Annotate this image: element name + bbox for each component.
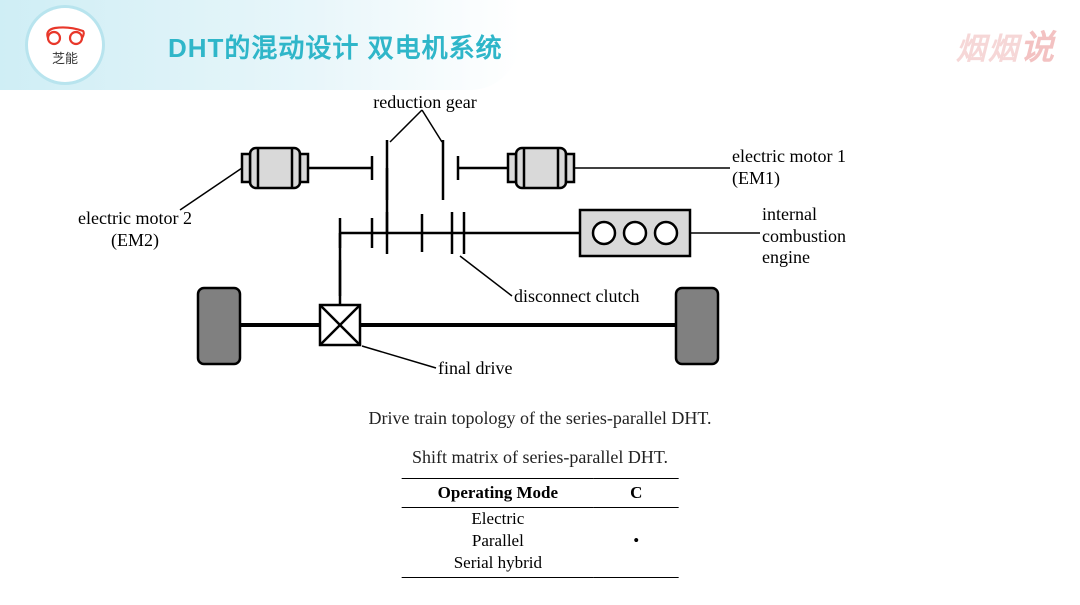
header-banner: 芝能 DHT的混动设计 双电机系统 烟烟说 — [0, 0, 1080, 90]
caption-topology: Drive train topology of the series-paral… — [0, 408, 1080, 429]
ice-engine — [580, 210, 690, 256]
car-icon — [43, 24, 87, 46]
table-row: Electric — [402, 508, 679, 531]
label-em1-l2: (EM1) — [732, 168, 780, 188]
label-em1: electric motor 1 (EM1) — [732, 146, 902, 189]
label-em2-l1: electric motor 2 — [78, 208, 192, 228]
watermark-part-b: 说 — [1020, 29, 1056, 67]
label-ice-l1: internal — [762, 204, 817, 224]
caption-shift-matrix: Shift matrix of series-parallel DHT. — [0, 447, 1080, 468]
shift-matrix-table: Operating Mode C Electric Parallel • Ser… — [402, 478, 679, 578]
label-em1-l1: electric motor 1 — [732, 146, 846, 166]
brand-logo: 芝能 — [28, 8, 102, 82]
drivetrain-diagram: reduction gear electric motor 1 (EM1) el… — [120, 100, 960, 410]
watermark: 烟烟说 — [956, 20, 1056, 69]
em2-motor — [242, 148, 308, 188]
label-ice: internal combustion engine — [762, 204, 912, 269]
col-mode: Operating Mode — [402, 479, 594, 508]
label-disconnect-clutch: disconnect clutch — [514, 286, 694, 308]
label-reduction-gear: reduction gear — [350, 92, 500, 114]
label-final-drive: final drive — [438, 358, 558, 380]
watermark-part-a: 烟烟 — [956, 33, 1020, 66]
label-em2-l2: (EM2) — [111, 230, 159, 250]
label-em2: electric motor 2 (EM2) — [50, 208, 220, 251]
table-row: Parallel • — [402, 530, 679, 552]
label-ice-l2: combustion — [762, 226, 846, 246]
label-ice-l3: engine — [762, 247, 810, 267]
em1-motor — [508, 148, 574, 188]
logo-text: 芝能 — [52, 48, 78, 67]
table-row: Serial hybrid — [402, 552, 679, 578]
page-title: DHT的混动设计 双电机系统 — [168, 28, 503, 65]
col-c: C — [594, 479, 678, 508]
